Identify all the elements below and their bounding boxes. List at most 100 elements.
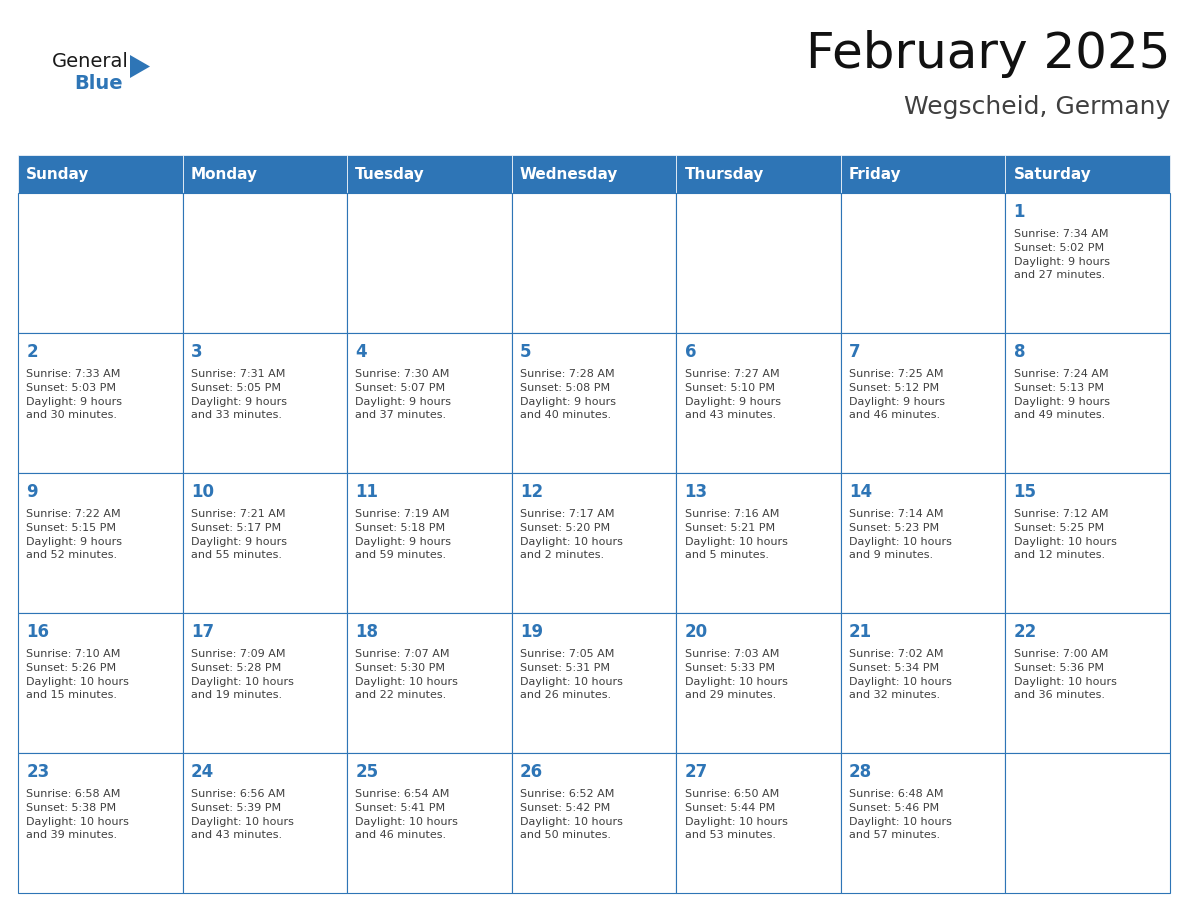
Text: Sunrise: 6:58 AM
Sunset: 5:38 PM
Daylight: 10 hours
and 39 minutes.: Sunrise: 6:58 AM Sunset: 5:38 PM Dayligh…	[26, 789, 129, 840]
Bar	[512, 613, 676, 753]
Bar	[841, 193, 1005, 333]
Bar	[676, 155, 841, 193]
Bar	[1005, 753, 1170, 893]
Text: Sunday: Sunday	[26, 166, 89, 182]
Text: Sunrise: 7:31 AM
Sunset: 5:05 PM
Daylight: 9 hours
and 33 minutes.: Sunrise: 7:31 AM Sunset: 5:05 PM Dayligh…	[191, 369, 286, 420]
Bar	[347, 753, 512, 893]
Text: 28: 28	[849, 763, 872, 781]
Text: 6: 6	[684, 342, 696, 361]
Text: Sunrise: 7:00 AM
Sunset: 5:36 PM
Daylight: 10 hours
and 36 minutes.: Sunrise: 7:00 AM Sunset: 5:36 PM Dayligh…	[1013, 649, 1117, 700]
Text: 22: 22	[1013, 622, 1037, 641]
Bar	[1005, 155, 1170, 193]
Bar	[347, 155, 512, 193]
Bar	[183, 613, 347, 753]
Text: 3: 3	[191, 342, 202, 361]
Text: Sunrise: 7:25 AM
Sunset: 5:12 PM
Daylight: 9 hours
and 46 minutes.: Sunrise: 7:25 AM Sunset: 5:12 PM Dayligh…	[849, 369, 946, 420]
Text: 27: 27	[684, 763, 708, 781]
Text: Sunrise: 7:19 AM
Sunset: 5:18 PM
Daylight: 9 hours
and 59 minutes.: Sunrise: 7:19 AM Sunset: 5:18 PM Dayligh…	[355, 509, 451, 560]
Text: 20: 20	[684, 622, 708, 641]
Bar	[183, 753, 347, 893]
Text: Sunrise: 6:54 AM
Sunset: 5:41 PM
Daylight: 10 hours
and 46 minutes.: Sunrise: 6:54 AM Sunset: 5:41 PM Dayligh…	[355, 789, 459, 840]
Text: 16: 16	[26, 622, 49, 641]
Bar	[1005, 613, 1170, 753]
Bar	[841, 333, 1005, 473]
Bar	[841, 155, 1005, 193]
Text: General: General	[52, 52, 128, 71]
Text: Monday: Monday	[191, 166, 258, 182]
Text: 14: 14	[849, 483, 872, 501]
Text: 11: 11	[355, 483, 378, 501]
Bar	[841, 753, 1005, 893]
Bar	[18, 613, 183, 753]
Text: Wegscheid, Germany: Wegscheid, Germany	[904, 95, 1170, 119]
Text: Sunrise: 7:21 AM
Sunset: 5:17 PM
Daylight: 9 hours
and 55 minutes.: Sunrise: 7:21 AM Sunset: 5:17 PM Dayligh…	[191, 509, 286, 560]
Text: 1: 1	[1013, 203, 1025, 221]
Bar	[347, 473, 512, 613]
Text: 10: 10	[191, 483, 214, 501]
Text: 7: 7	[849, 342, 861, 361]
Bar	[1005, 473, 1170, 613]
Bar	[1005, 333, 1170, 473]
Bar	[18, 473, 183, 613]
Text: 15: 15	[1013, 483, 1037, 501]
Text: Sunrise: 7:28 AM
Sunset: 5:08 PM
Daylight: 9 hours
and 40 minutes.: Sunrise: 7:28 AM Sunset: 5:08 PM Dayligh…	[520, 369, 615, 420]
Bar	[347, 193, 512, 333]
Text: Sunrise: 7:24 AM
Sunset: 5:13 PM
Daylight: 9 hours
and 49 minutes.: Sunrise: 7:24 AM Sunset: 5:13 PM Dayligh…	[1013, 369, 1110, 420]
Text: 24: 24	[191, 763, 214, 781]
Text: 21: 21	[849, 622, 872, 641]
Text: Sunrise: 6:52 AM
Sunset: 5:42 PM
Daylight: 10 hours
and 50 minutes.: Sunrise: 6:52 AM Sunset: 5:42 PM Dayligh…	[520, 789, 623, 840]
Text: Sunrise: 7:30 AM
Sunset: 5:07 PM
Daylight: 9 hours
and 37 minutes.: Sunrise: 7:30 AM Sunset: 5:07 PM Dayligh…	[355, 369, 451, 420]
Text: Sunrise: 7:14 AM
Sunset: 5:23 PM
Daylight: 10 hours
and 9 minutes.: Sunrise: 7:14 AM Sunset: 5:23 PM Dayligh…	[849, 509, 952, 560]
Text: Friday: Friday	[849, 166, 902, 182]
Text: Sunrise: 6:50 AM
Sunset: 5:44 PM
Daylight: 10 hours
and 53 minutes.: Sunrise: 6:50 AM Sunset: 5:44 PM Dayligh…	[684, 789, 788, 840]
Bar	[841, 473, 1005, 613]
Text: Sunrise: 6:48 AM
Sunset: 5:46 PM
Daylight: 10 hours
and 57 minutes.: Sunrise: 6:48 AM Sunset: 5:46 PM Dayligh…	[849, 789, 952, 840]
Text: 5: 5	[520, 342, 531, 361]
Bar	[676, 753, 841, 893]
Text: Tuesday: Tuesday	[355, 166, 425, 182]
Text: Sunrise: 7:34 AM
Sunset: 5:02 PM
Daylight: 9 hours
and 27 minutes.: Sunrise: 7:34 AM Sunset: 5:02 PM Dayligh…	[1013, 230, 1110, 280]
Bar	[183, 155, 347, 193]
Bar	[18, 753, 183, 893]
Bar	[1005, 193, 1170, 333]
Text: Sunrise: 7:03 AM
Sunset: 5:33 PM
Daylight: 10 hours
and 29 minutes.: Sunrise: 7:03 AM Sunset: 5:33 PM Dayligh…	[684, 649, 788, 700]
Text: Sunrise: 7:17 AM
Sunset: 5:20 PM
Daylight: 10 hours
and 2 minutes.: Sunrise: 7:17 AM Sunset: 5:20 PM Dayligh…	[520, 509, 623, 560]
Bar	[676, 193, 841, 333]
Text: 26: 26	[520, 763, 543, 781]
Bar	[183, 473, 347, 613]
Text: Sunrise: 7:12 AM
Sunset: 5:25 PM
Daylight: 10 hours
and 12 minutes.: Sunrise: 7:12 AM Sunset: 5:25 PM Dayligh…	[1013, 509, 1117, 560]
Text: 23: 23	[26, 763, 50, 781]
Bar	[18, 193, 183, 333]
Text: Sunrise: 7:16 AM
Sunset: 5:21 PM
Daylight: 10 hours
and 5 minutes.: Sunrise: 7:16 AM Sunset: 5:21 PM Dayligh…	[684, 509, 788, 560]
Text: Blue: Blue	[74, 74, 122, 93]
Bar	[347, 613, 512, 753]
Bar	[347, 333, 512, 473]
Bar	[512, 753, 676, 893]
Text: February 2025: February 2025	[805, 30, 1170, 78]
Text: Saturday: Saturday	[1013, 166, 1092, 182]
Text: 25: 25	[355, 763, 379, 781]
Text: Sunrise: 7:05 AM
Sunset: 5:31 PM
Daylight: 10 hours
and 26 minutes.: Sunrise: 7:05 AM Sunset: 5:31 PM Dayligh…	[520, 649, 623, 700]
Bar	[676, 473, 841, 613]
Text: 8: 8	[1013, 342, 1025, 361]
Text: Sunrise: 7:07 AM
Sunset: 5:30 PM
Daylight: 10 hours
and 22 minutes.: Sunrise: 7:07 AM Sunset: 5:30 PM Dayligh…	[355, 649, 459, 700]
Text: Sunrise: 7:27 AM
Sunset: 5:10 PM
Daylight: 9 hours
and 43 minutes.: Sunrise: 7:27 AM Sunset: 5:10 PM Dayligh…	[684, 369, 781, 420]
Bar	[676, 333, 841, 473]
Text: 12: 12	[520, 483, 543, 501]
Text: 4: 4	[355, 342, 367, 361]
Bar	[183, 193, 347, 333]
Bar	[841, 613, 1005, 753]
Text: 19: 19	[520, 622, 543, 641]
Bar	[183, 333, 347, 473]
Text: Sunrise: 7:22 AM
Sunset: 5:15 PM
Daylight: 9 hours
and 52 minutes.: Sunrise: 7:22 AM Sunset: 5:15 PM Dayligh…	[26, 509, 122, 560]
Bar	[18, 333, 183, 473]
Bar	[512, 193, 676, 333]
Text: Sunrise: 7:09 AM
Sunset: 5:28 PM
Daylight: 10 hours
and 19 minutes.: Sunrise: 7:09 AM Sunset: 5:28 PM Dayligh…	[191, 649, 293, 700]
Text: Thursday: Thursday	[684, 166, 764, 182]
Bar	[512, 473, 676, 613]
Bar	[18, 155, 183, 193]
Bar	[676, 613, 841, 753]
Text: Wednesday: Wednesday	[520, 166, 618, 182]
Bar	[512, 333, 676, 473]
Text: Sunrise: 7:02 AM
Sunset: 5:34 PM
Daylight: 10 hours
and 32 minutes.: Sunrise: 7:02 AM Sunset: 5:34 PM Dayligh…	[849, 649, 952, 700]
